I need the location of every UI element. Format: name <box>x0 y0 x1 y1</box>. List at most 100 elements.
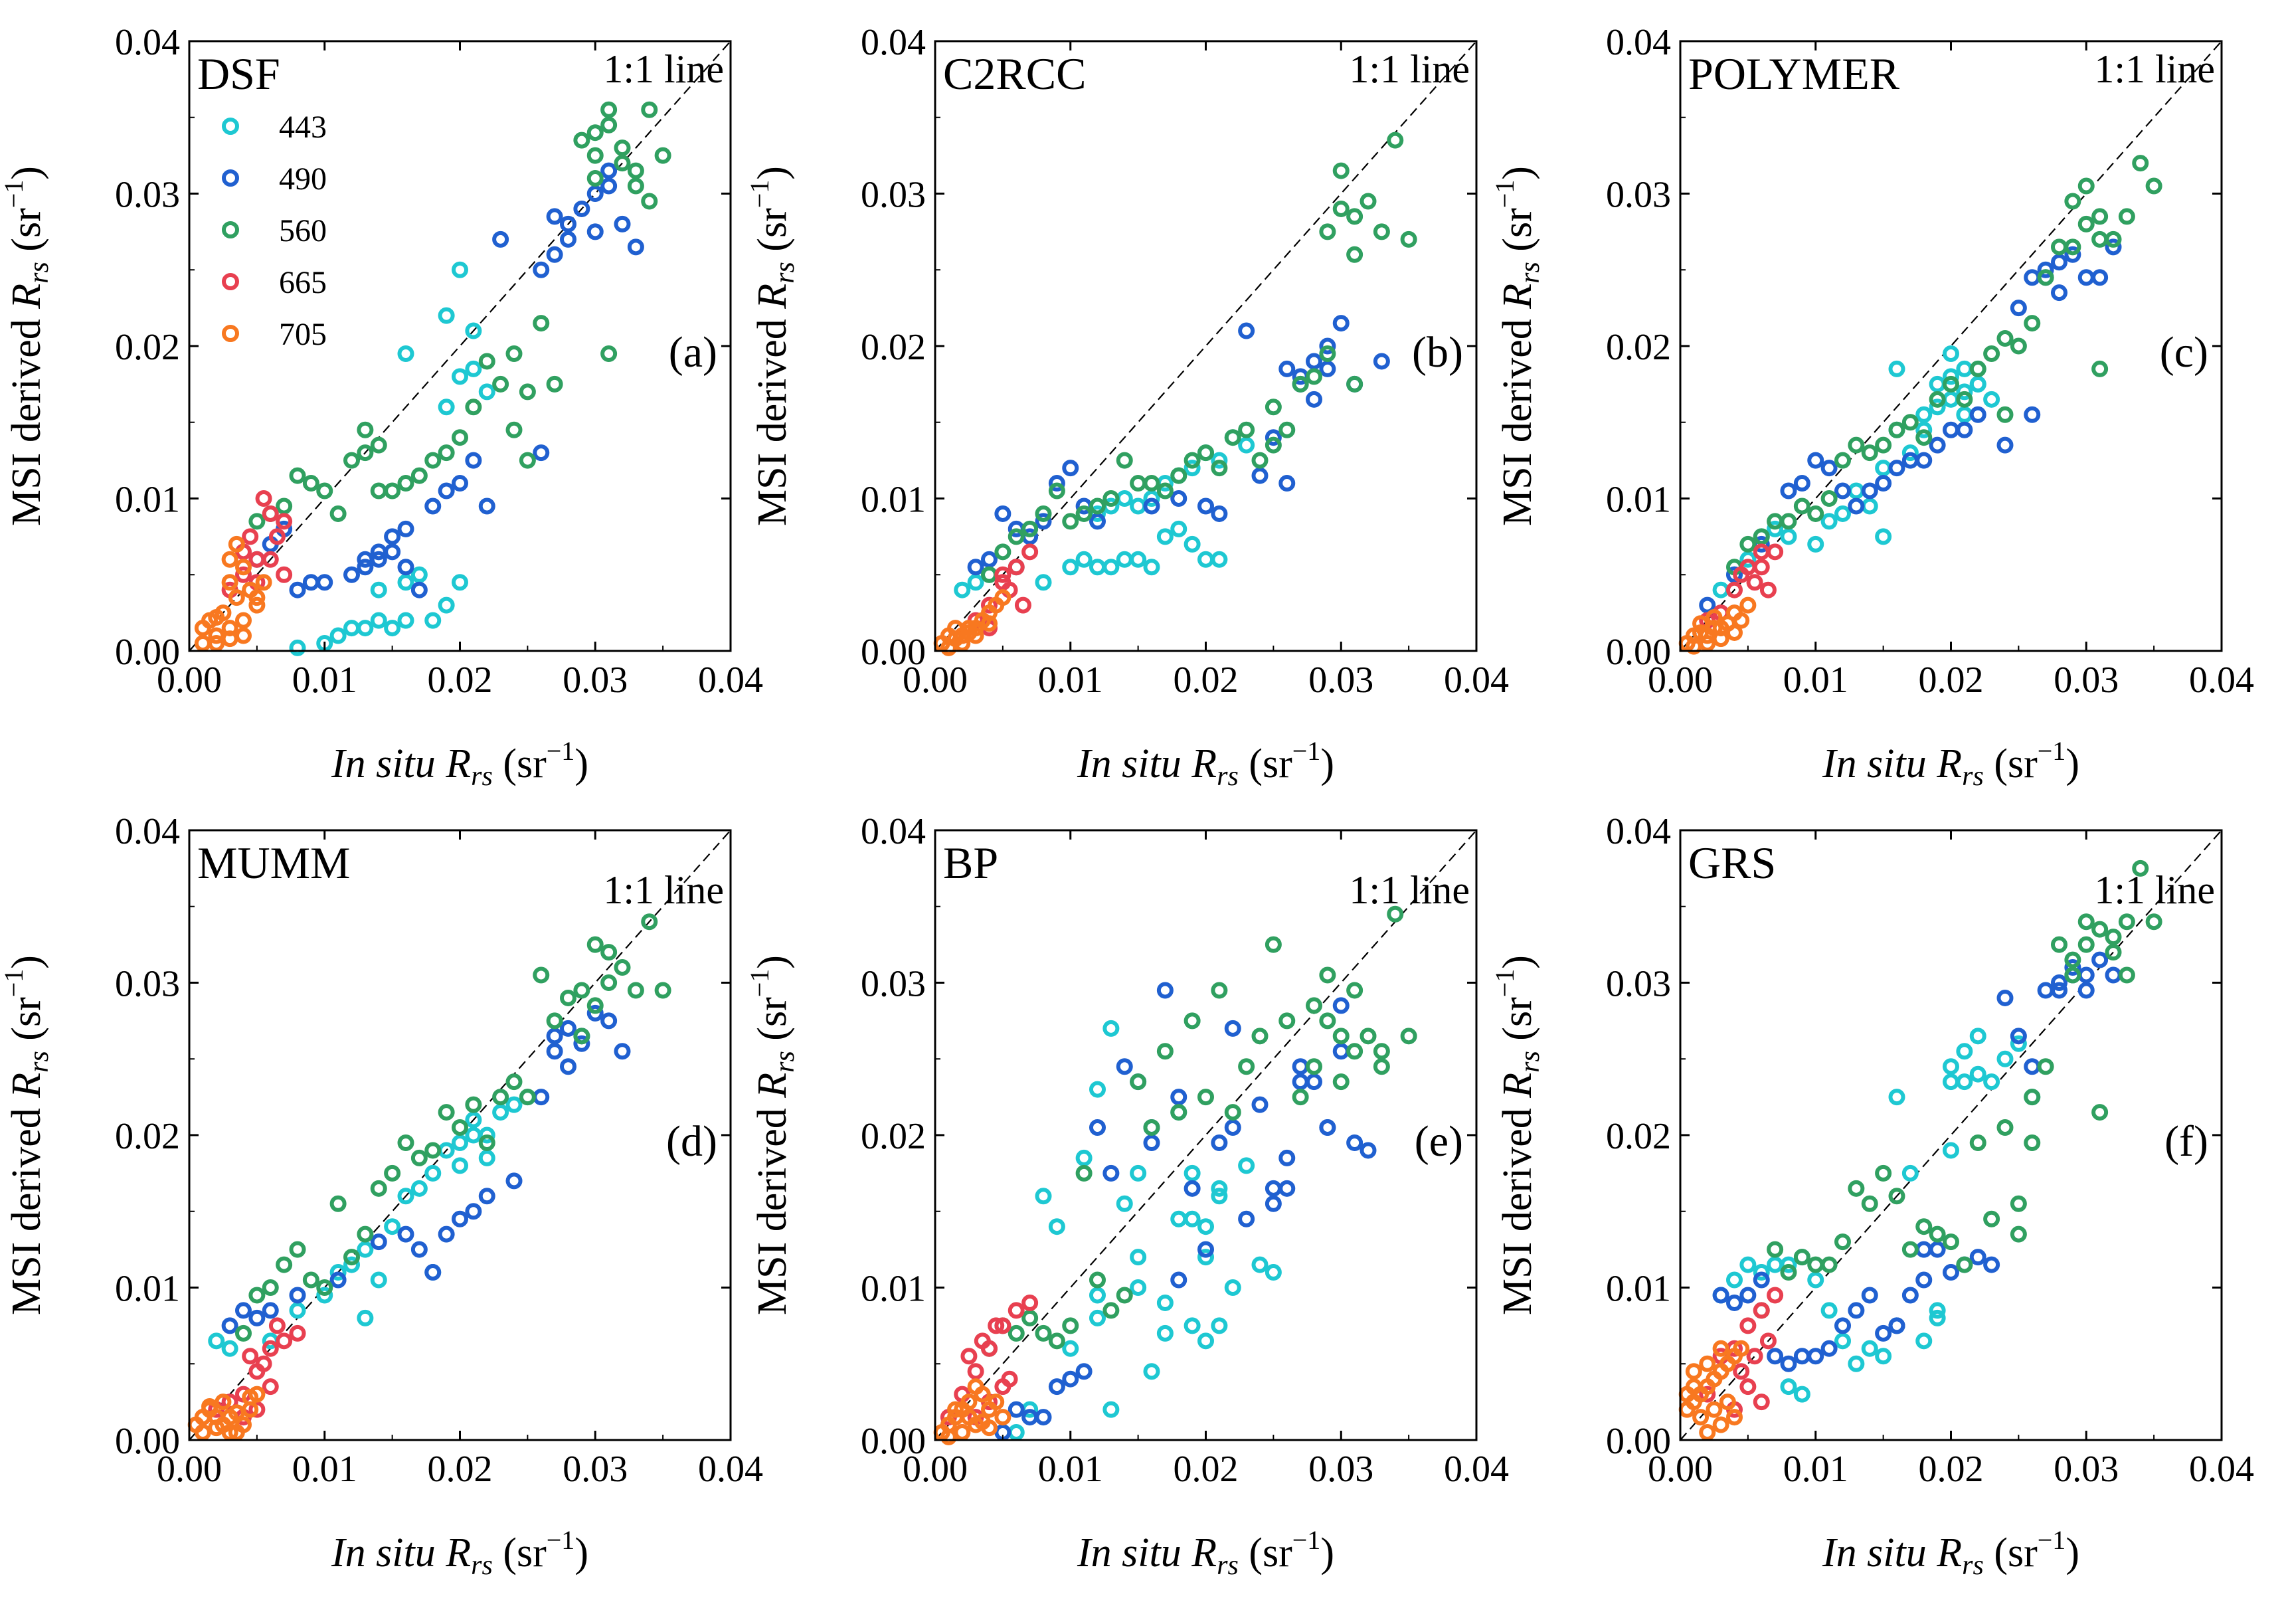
data-point <box>1130 551 1147 568</box>
data-point <box>2051 982 2067 999</box>
data-point <box>586 185 604 202</box>
data-point <box>1943 1058 1959 1075</box>
data-point <box>1156 1294 1174 1311</box>
data-point <box>1021 520 1039 537</box>
series-705 <box>194 535 272 652</box>
data-point <box>1733 1363 1750 1380</box>
data-point <box>1346 208 1363 225</box>
panel-tag: (c) <box>2160 328 2208 377</box>
data-point <box>1929 1241 1946 1258</box>
data-point <box>1719 1394 1736 1411</box>
data-point <box>2064 193 2081 210</box>
data-point <box>343 566 360 583</box>
x-tick-label: 0.00 <box>903 660 968 701</box>
data-point <box>1712 630 1729 648</box>
data-point <box>438 1225 455 1243</box>
data-point <box>438 307 455 324</box>
data-point <box>967 559 984 576</box>
x-tick-label: 0.02 <box>1919 660 1984 701</box>
data-point <box>1996 1119 2014 1136</box>
data-point <box>1996 989 2014 1006</box>
data-point <box>1184 1012 1201 1030</box>
data-point <box>397 345 414 362</box>
data-point <box>1346 1043 1363 1060</box>
data-point <box>384 620 401 637</box>
data-point <box>1983 1073 2000 1091</box>
data-point <box>1211 452 1228 469</box>
data-point <box>302 1271 319 1289</box>
method-label: DSF <box>197 48 280 99</box>
data-point <box>424 1264 442 1281</box>
data-point <box>1875 1348 1892 1365</box>
data-point <box>654 982 671 999</box>
data-point <box>1197 497 1214 515</box>
data-point <box>1008 559 1025 576</box>
data-point <box>600 101 618 118</box>
data-point <box>1130 475 1147 492</box>
series-490 <box>994 982 1377 1441</box>
data-point <box>1888 1317 1905 1334</box>
data-point <box>2091 1104 2109 1121</box>
data-point <box>424 1142 442 1159</box>
data-point <box>1251 1028 1269 1045</box>
data-point <box>357 559 374 576</box>
data-point <box>1969 1134 1986 1151</box>
data-point <box>329 1271 347 1289</box>
data-point <box>1008 1424 1025 1441</box>
legend-label: 443 <box>279 110 327 145</box>
series-705 <box>933 1378 1011 1445</box>
data-point <box>1834 1317 1851 1334</box>
x-tick-label: 0.03 <box>1308 660 1373 701</box>
data-point <box>1170 467 1187 484</box>
data-point <box>960 1394 978 1411</box>
data-point <box>465 399 482 416</box>
data-point <box>1143 1134 1160 1151</box>
data-point <box>410 581 428 598</box>
data-point <box>1360 1028 1377 1045</box>
data-point <box>1089 1081 1106 1098</box>
data-point <box>1319 345 1336 362</box>
data-point <box>1969 1028 1986 1045</box>
x-tick-label: 0.01 <box>1783 660 1848 701</box>
data-point <box>2064 246 2081 263</box>
data-point <box>1901 1241 1919 1258</box>
data-point <box>1780 528 1797 545</box>
data-point <box>1929 436 1946 454</box>
data-point <box>242 1389 259 1406</box>
data-point <box>1943 421 1959 438</box>
data-point <box>262 1378 279 1396</box>
data-point <box>1048 1332 1065 1350</box>
data-point <box>627 177 644 195</box>
data-point <box>1278 360 1296 377</box>
data-point <box>384 482 401 499</box>
data-point <box>208 1332 225 1350</box>
data-point <box>1943 391 1959 408</box>
data-point <box>397 1188 414 1205</box>
data-point <box>1739 1287 1757 1304</box>
data-point <box>289 1302 306 1319</box>
data-point <box>255 490 272 507</box>
data-point <box>2010 337 2027 355</box>
data-point <box>600 162 618 179</box>
one-to-one-line <box>1680 830 2222 1441</box>
panel-tag: (b) <box>1412 328 1463 377</box>
data-point <box>2077 966 2095 984</box>
data-point <box>1197 1332 1214 1350</box>
data-point <box>614 215 631 232</box>
data-point <box>641 913 658 931</box>
data-point <box>1888 1089 1905 1106</box>
data-point <box>2051 254 2067 271</box>
data-point <box>505 1172 523 1190</box>
data-point <box>1319 337 1336 355</box>
data-point <box>1915 1271 1933 1289</box>
data-point <box>1888 460 1905 477</box>
data-point <box>1156 482 1174 499</box>
data-point <box>2010 1225 2027 1243</box>
data-point <box>974 1413 991 1430</box>
data-point <box>1102 1302 1120 1319</box>
data-point <box>654 147 671 164</box>
one-to-one-line <box>934 830 1477 1441</box>
data-point <box>1130 1249 1147 1266</box>
data-point <box>1929 1225 1946 1243</box>
data-point <box>452 368 468 385</box>
